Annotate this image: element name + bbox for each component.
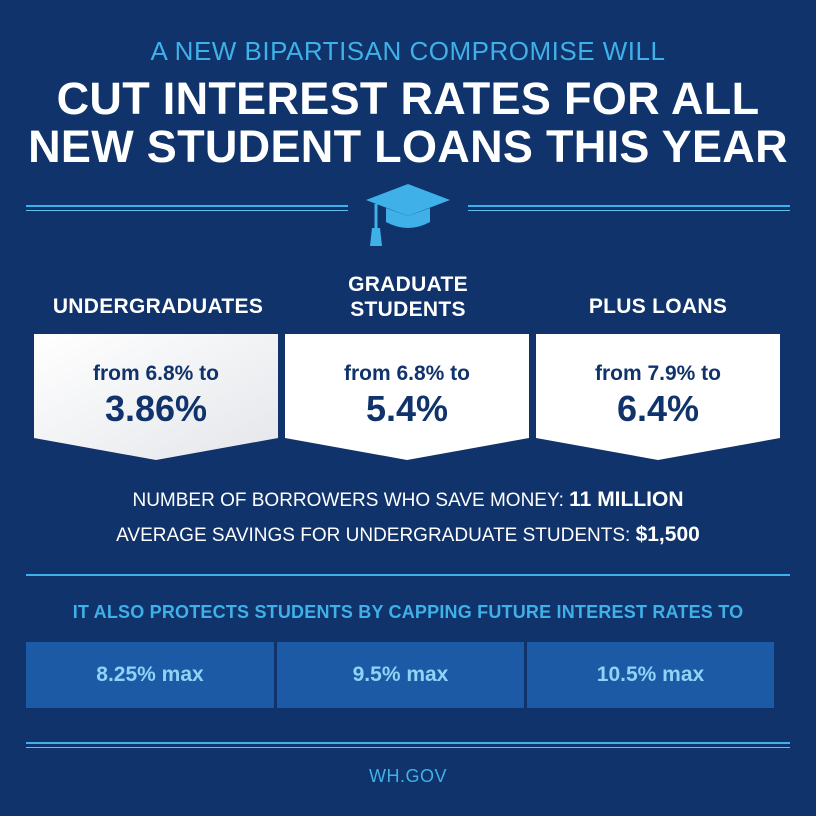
stat-borrowers: NUMBER OF BORROWERS WHO SAVE MONEY: 11 M… [0,488,816,512]
stat-borrowers-label: NUMBER OF BORROWERS WHO SAVE MONEY: [132,490,564,511]
kicker-text: A NEW BIPARTISAN COMPROMISE WILL [150,36,666,66]
headline-line-1: CUT INTEREST RATES FOR ALL [56,73,760,124]
rate-from-text: from 7.9% to [594,362,722,385]
stat-borrowers-value: 11 MILLION [569,488,684,511]
divider-mid [26,574,790,576]
divider-right [468,205,790,211]
headline-line-2: NEW STUDENT LOANS THIS YEAR [28,121,788,172]
label-graduate-line-2: STUDENTS [350,298,466,321]
caps-heading: IT ALSO PROTECTS STUDENTS BY CAPPING FUT… [72,602,744,622]
stat-savings: AVERAGE SAVINGS FOR UNDERGRADUATE STUDEN… [0,523,816,547]
cap-box-plus: 10.5% max [527,642,774,708]
label-undergraduates: UNDERGRADUATES [52,295,264,318]
rate-from-text: from 6.8% to [343,362,471,385]
label-plus-loans: PLUS LOANS [588,295,728,318]
graduation-cap-icon [366,184,450,246]
cap-box-undergraduate: 8.25% max [26,642,274,708]
stat-savings-label: AVERAGE SAVINGS FOR UNDERGRADUATE STUDEN… [116,525,631,546]
rate-card-graduate: from 6.8% to 5.4% [285,334,529,460]
stat-savings-value: $1,500 [635,523,700,546]
rate-from-text: from 6.8% to [92,362,220,385]
rate-new-value: 5.4% [365,388,449,429]
rate-card-plus-loans: from 7.9% to 6.4% [536,334,780,460]
rate-card-undergraduates: from 6.8% to 3.86% [34,334,278,460]
cap-box-graduate: 9.5% max [277,642,524,708]
divider-bottom [26,742,790,748]
footer-site: WH.GOV [369,766,447,786]
divider-left [26,205,348,211]
rate-new-value: 3.86% [104,388,208,429]
rate-new-value: 6.4% [616,388,700,429]
label-graduate-line-1: GRADUATE [348,273,468,296]
